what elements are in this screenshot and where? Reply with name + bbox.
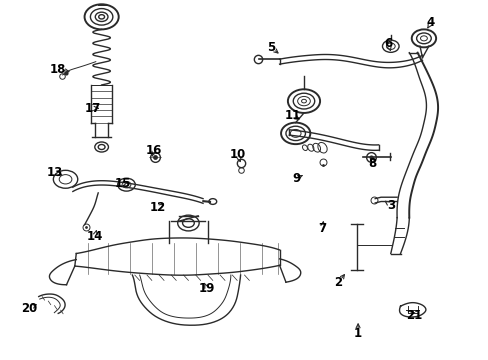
Text: 9: 9 [292, 172, 300, 185]
Text: 1: 1 [353, 327, 362, 340]
Text: 14: 14 [86, 230, 103, 243]
Text: 15: 15 [114, 177, 130, 190]
Text: 3: 3 [386, 199, 394, 212]
Text: 10: 10 [229, 148, 246, 161]
Text: 12: 12 [150, 202, 166, 215]
Text: 2: 2 [334, 276, 342, 289]
Text: 19: 19 [198, 282, 215, 295]
Text: 8: 8 [368, 157, 376, 170]
Text: 7: 7 [318, 222, 326, 235]
Text: 6: 6 [384, 37, 392, 50]
Text: 17: 17 [84, 102, 101, 115]
Text: 11: 11 [285, 109, 301, 122]
Text: 4: 4 [426, 17, 434, 30]
Text: 20: 20 [21, 302, 37, 315]
Text: 16: 16 [146, 144, 162, 157]
Text: 21: 21 [405, 309, 422, 322]
Text: 13: 13 [47, 166, 63, 179]
Text: 5: 5 [266, 41, 275, 54]
Text: 18: 18 [50, 63, 66, 76]
